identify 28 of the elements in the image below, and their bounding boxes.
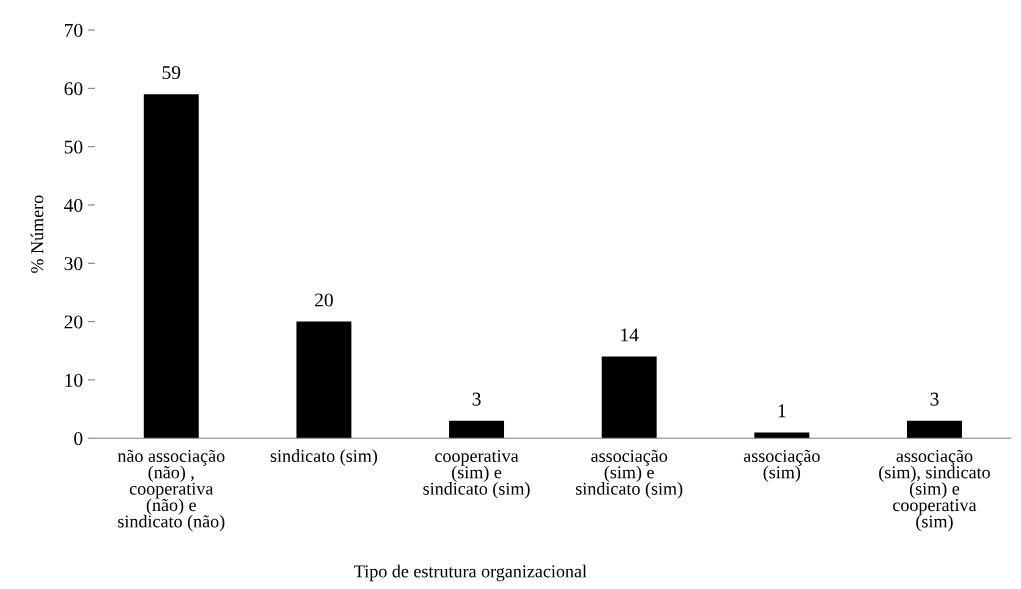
x-axis-title: Tipo de estrutura organizacional: [354, 564, 587, 582]
y-tick-label: 50: [64, 140, 83, 154]
bar: [296, 321, 352, 439]
y-tick-label: 20: [64, 315, 83, 329]
data-label: 14: [621, 328, 639, 342]
data-label: 20: [315, 293, 333, 307]
y-tick-label: 60: [64, 82, 83, 96]
y-tick-label: 10: [65, 373, 83, 387]
bar: [907, 420, 962, 439]
y-tick-label: 0: [74, 432, 83, 446]
data-label: 3: [472, 392, 481, 406]
bar: [449, 420, 505, 439]
data-label: 3: [930, 392, 939, 406]
bar: [601, 356, 657, 439]
bar: [143, 94, 199, 439]
y-tick-label: 40: [64, 198, 83, 212]
y-axis-title: % Número: [30, 195, 44, 273]
x-tick-label: cooperativa (sim) e sindicato (sim): [423, 449, 530, 499]
bar: [754, 432, 810, 439]
data-label: 1: [778, 404, 786, 418]
x-tick-label: não associação (não) , cooperativa (não) e sindicato (não): [117, 449, 225, 532]
x-tick-label: associação (sim) e sindicato (sim): [576, 449, 683, 499]
x-tick-label: associação (sim), sindicato (sim) e cooperativa (sim): [879, 449, 990, 532]
y-tick-label: 70: [64, 23, 83, 37]
y-tick-label: 30: [64, 257, 83, 271]
data-label: 59: [162, 66, 181, 80]
x-tick-label: sindicato (sim): [270, 449, 378, 466]
x-tick-label: associação (sim): [743, 449, 820, 483]
